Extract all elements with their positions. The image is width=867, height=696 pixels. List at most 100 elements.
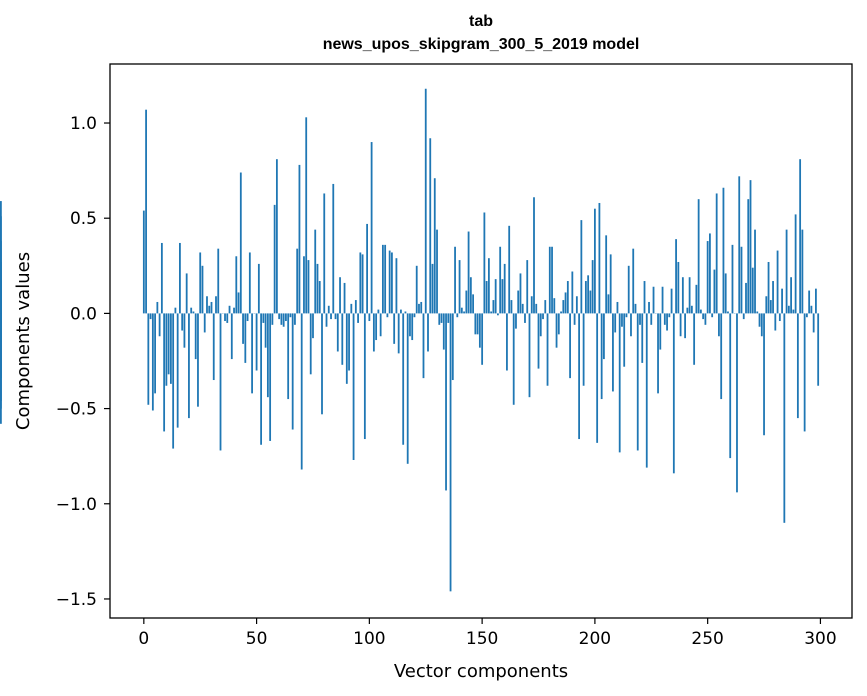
bar xyxy=(226,313,229,323)
bar xyxy=(352,313,355,460)
bar xyxy=(670,288,673,314)
bar xyxy=(424,88,427,314)
bar xyxy=(751,267,754,314)
bar xyxy=(348,313,350,371)
bar xyxy=(264,313,267,348)
bar xyxy=(332,183,335,314)
bar xyxy=(447,313,450,323)
bar xyxy=(413,313,416,318)
bar xyxy=(711,313,714,318)
bar xyxy=(562,300,565,314)
bar xyxy=(203,313,206,333)
bar xyxy=(542,313,544,320)
bar xyxy=(688,277,691,314)
bar xyxy=(695,284,698,314)
bar xyxy=(681,277,684,314)
bar xyxy=(474,313,477,335)
bar xyxy=(544,300,547,314)
bar xyxy=(192,311,195,314)
bar xyxy=(370,142,373,314)
bar xyxy=(294,313,296,325)
bar xyxy=(632,248,635,314)
bar xyxy=(582,313,585,386)
y-axis-ticks: −1.5 −1.0 −0.5 0.0 0.5 1.0 xyxy=(56,114,110,610)
bar xyxy=(167,313,170,375)
bar xyxy=(578,313,580,440)
x-tick-label: 150 xyxy=(466,629,498,649)
bar xyxy=(553,298,556,314)
bar xyxy=(799,159,802,314)
bar xyxy=(621,313,623,327)
y-tick-label: 0.5 xyxy=(70,209,97,229)
bar xyxy=(467,231,470,314)
bar xyxy=(181,313,184,331)
bar xyxy=(609,254,612,314)
bar xyxy=(521,303,524,314)
bar xyxy=(194,313,197,360)
bar xyxy=(817,313,820,386)
bar xyxy=(257,263,260,314)
bar xyxy=(537,313,540,369)
bar xyxy=(217,248,220,314)
bar xyxy=(663,313,666,325)
bar xyxy=(282,313,285,327)
bar xyxy=(336,313,339,352)
bar xyxy=(438,313,441,325)
bar xyxy=(458,260,461,314)
bar xyxy=(580,220,583,314)
bar xyxy=(391,252,393,314)
bar xyxy=(772,281,774,314)
bar xyxy=(625,313,628,318)
bar xyxy=(212,313,215,381)
bar xyxy=(395,258,398,314)
bar xyxy=(469,277,472,314)
bar xyxy=(533,197,535,314)
bar xyxy=(334,313,337,320)
bar xyxy=(605,235,608,314)
bar xyxy=(618,313,621,453)
bar xyxy=(506,313,508,371)
bar xyxy=(321,313,323,415)
bar xyxy=(174,307,177,314)
bar xyxy=(269,313,272,441)
bar xyxy=(657,313,659,394)
bar xyxy=(501,279,504,314)
bar xyxy=(327,305,330,314)
bar xyxy=(165,313,168,386)
bar xyxy=(623,313,626,367)
bar xyxy=(255,313,258,371)
bar xyxy=(160,242,163,314)
bar xyxy=(472,294,474,314)
y-tick-label: −0.5 xyxy=(56,400,97,420)
bar xyxy=(361,254,364,314)
bar xyxy=(411,313,414,341)
bar xyxy=(179,242,181,314)
bar xyxy=(377,309,380,314)
bar xyxy=(801,229,804,314)
bar xyxy=(740,246,743,314)
bar xyxy=(706,241,709,314)
bar xyxy=(239,172,242,314)
bar xyxy=(699,309,702,314)
bar xyxy=(745,282,747,314)
bar xyxy=(690,305,693,314)
bar xyxy=(702,313,705,320)
bar xyxy=(375,313,378,341)
bar xyxy=(593,208,596,314)
bar xyxy=(483,212,486,314)
bar xyxy=(291,313,294,430)
bar xyxy=(372,313,375,352)
bar xyxy=(163,313,166,432)
bar xyxy=(481,313,484,365)
bar xyxy=(684,313,686,339)
bar xyxy=(566,281,569,314)
bar xyxy=(237,292,240,314)
bar xyxy=(300,313,303,470)
bar xyxy=(767,261,770,314)
bar xyxy=(210,301,213,314)
bar xyxy=(271,313,274,325)
bar xyxy=(388,250,391,314)
bar xyxy=(314,229,317,314)
bar xyxy=(309,313,312,375)
bar xyxy=(760,313,763,337)
